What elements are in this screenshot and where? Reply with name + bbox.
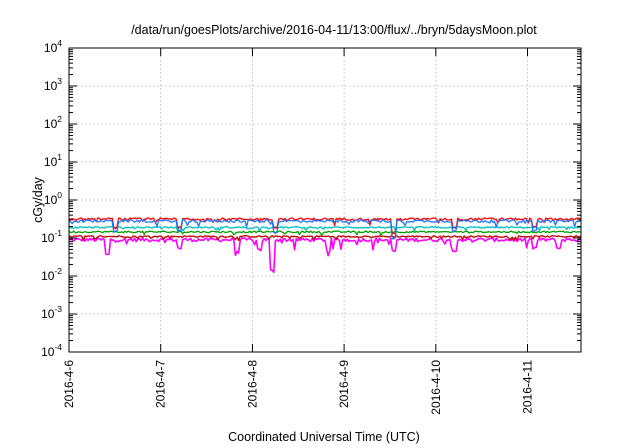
x-tick-label: 2016-4-8 — [245, 360, 259, 408]
grid — [68, 48, 581, 352]
chart-title: /data/run/goesPlots/archive/2016-04-11/1… — [131, 23, 537, 37]
y-tick-label: 10-4 — [41, 342, 62, 359]
y-tick-label: 10-3 — [41, 304, 62, 321]
y-tick-label: 10-2 — [41, 266, 62, 283]
y-axis-label: cGy/day — [31, 176, 45, 223]
x-tick-label: 2016-4-7 — [154, 360, 168, 408]
series-line — [68, 230, 582, 236]
series-line — [68, 234, 582, 242]
x-tick-label: 2016-4-6 — [62, 360, 76, 408]
x-tick-label: 2016-4-11 — [521, 360, 535, 414]
series-line — [68, 237, 582, 274]
y-tick-label: 103 — [44, 76, 62, 93]
series-line — [68, 219, 582, 240]
y-axis: 10-4 10-3 10-2 10-1 100 101 102 103 104 — [41, 38, 581, 359]
x-tick-label: 2016-4-9 — [337, 360, 351, 408]
series-group — [68, 217, 582, 274]
x-tick-label: 2016-4-10 — [429, 360, 443, 415]
series-line — [68, 225, 582, 232]
y-tick-label: 100 — [44, 190, 62, 207]
y-tick-label: 104 — [44, 38, 62, 55]
y-tick-label: 101 — [44, 152, 62, 169]
x-axis: 2016-4-6 2016-4-7 2016-4-8 2016-4-9 2016-4-1… — [62, 48, 535, 415]
y-tick-label: 10-1 — [41, 228, 62, 245]
y-tick-label: 102 — [44, 114, 62, 131]
x-axis-label: Coordinated Universal Time (UTC) — [228, 430, 420, 444]
